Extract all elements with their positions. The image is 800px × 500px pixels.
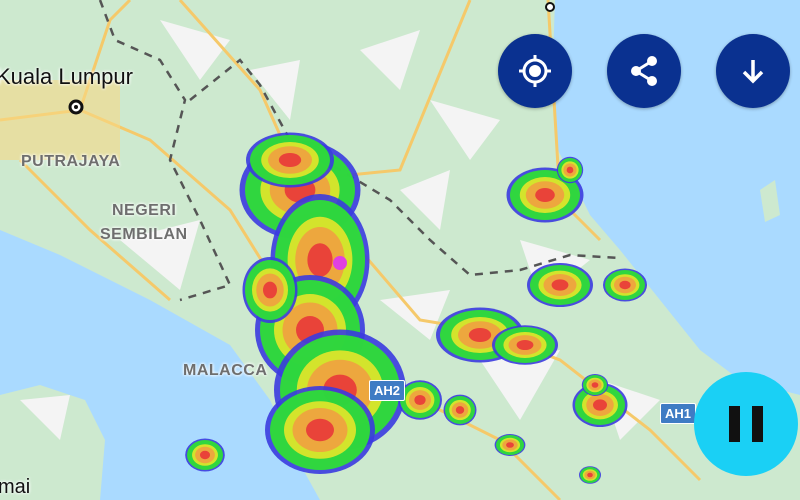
share-icon [631, 56, 657, 86]
locate-button[interactable] [498, 34, 572, 108]
radar-cell [516, 339, 534, 351]
download-button[interactable] [716, 34, 790, 108]
region-label: PUTRAJAYA [21, 153, 121, 170]
land-sumatra [0, 385, 105, 500]
pause-button[interactable] [694, 372, 798, 476]
radar-cell [506, 442, 514, 448]
crosshair-icon [519, 55, 551, 87]
radar-cell [468, 328, 492, 342]
region-label: NEGERI [112, 202, 177, 219]
town-marker-icon [545, 2, 555, 12]
radar-cell [263, 281, 277, 299]
pause-icon [729, 406, 740, 442]
road-shield: AH1 [660, 403, 697, 424]
radar-cell [593, 399, 607, 411]
road-shield: AH2 [369, 380, 406, 401]
region-label: SEMBILAN [100, 226, 188, 243]
radar-cell [535, 188, 555, 202]
land-island [760, 180, 780, 222]
radar-cell [619, 280, 631, 290]
region-label: MALACCA [183, 362, 268, 379]
radar-cell [587, 472, 593, 478]
radar-cell [455, 406, 465, 414]
partial-city-label: mai [0, 476, 31, 498]
radar-cell [566, 166, 574, 174]
city-label: Kuala Lumpur [0, 64, 133, 89]
radar-cell [551, 279, 569, 291]
pause-icon-bar [752, 406, 763, 442]
radar-cell [307, 243, 333, 277]
radar-cell [591, 382, 599, 388]
radar-cell [199, 450, 211, 460]
arrow-down-icon [742, 60, 764, 84]
radar-cell [414, 394, 426, 406]
radar-cell [306, 418, 334, 442]
kl-urban-area [0, 80, 120, 160]
radar-cell-extreme [333, 256, 347, 270]
share-button[interactable] [607, 34, 681, 108]
state-border [98, 0, 621, 302]
radar-cell [278, 153, 302, 167]
weather-radar-overlay [185, 132, 647, 484]
